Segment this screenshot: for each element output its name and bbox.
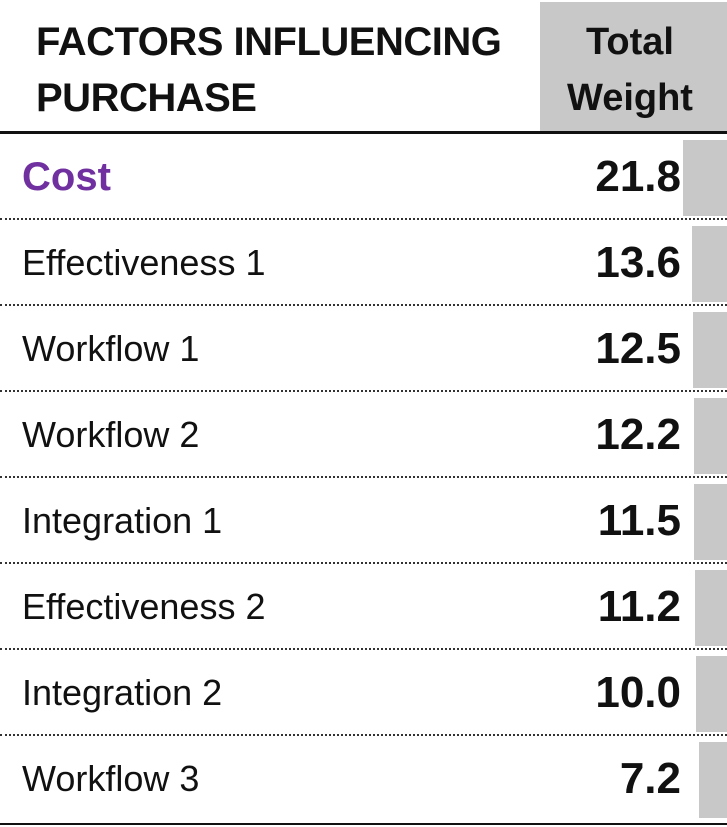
total-weight-value: 13.6 — [595, 238, 681, 287]
total-weight-column-header: Total Weight — [540, 2, 727, 132]
table-header: FACTORS INFLUENCING PURCHASE Total Weigh… — [0, 0, 727, 134]
table-row: Effectiveness 2 11.2 — [0, 564, 727, 650]
factor-label: Effectiveness 2 — [22, 586, 266, 627]
factors-header-line1: FACTORS INFLUENCING — [36, 20, 502, 64]
row-divider — [0, 562, 727, 564]
table-row: Integration 2 10.0 — [0, 650, 727, 736]
weight-header-line1: Total — [586, 21, 674, 63]
total-weight-header-label: Total Weight — [540, 14, 720, 126]
weight-bar — [683, 140, 727, 216]
table-bottom-border — [0, 823, 727, 825]
total-weight-value: 12.5 — [595, 324, 681, 373]
total-weight-value: 11.2 — [597, 582, 681, 631]
total-weight-value: 10.0 — [595, 668, 681, 717]
factor-label: Effectiveness 1 — [22, 242, 266, 283]
table-row: Workflow 2 12.2 — [0, 392, 727, 478]
weight-bar — [693, 312, 727, 388]
factor-label: Integration 1 — [22, 500, 223, 541]
factor-label: Cost — [22, 155, 111, 199]
row-divider — [0, 390, 727, 392]
weight-bar — [694, 484, 727, 560]
weight-bar — [696, 656, 727, 732]
factors-column-header: FACTORS INFLUENCING PURCHASE — [36, 14, 516, 126]
weight-header-line2: Weight — [567, 77, 693, 119]
row-divider — [0, 648, 727, 650]
factor-label: Workflow 2 — [22, 414, 200, 455]
total-weight-value: 11.5 — [597, 496, 681, 545]
weight-bar — [699, 742, 727, 818]
row-divider — [0, 476, 727, 478]
weight-bar — [694, 398, 727, 474]
row-divider — [0, 218, 727, 220]
total-weight-value: 21.8 — [595, 152, 681, 201]
factor-label: Integration 2 — [22, 672, 223, 713]
weight-bar — [695, 570, 727, 646]
row-divider — [0, 734, 727, 736]
total-weight-value: 7.2 — [619, 754, 681, 803]
row-divider — [0, 304, 727, 306]
factor-label: Workflow 1 — [22, 328, 200, 369]
table-row: Workflow 3 7.2 — [0, 736, 727, 822]
table-row: Effectiveness 1 13.6 — [0, 220, 727, 306]
header-divider — [0, 131, 727, 134]
table-row: Cost 21.8 — [0, 134, 727, 220]
weight-bar — [692, 226, 727, 302]
total-weight-value: 12.2 — [595, 410, 681, 459]
factor-label: Workflow 3 — [22, 758, 200, 799]
factors-header-line2: PURCHASE — [36, 76, 257, 120]
table-row: Workflow 1 12.5 — [0, 306, 727, 392]
table-row: Integration 1 11.5 — [0, 478, 727, 564]
